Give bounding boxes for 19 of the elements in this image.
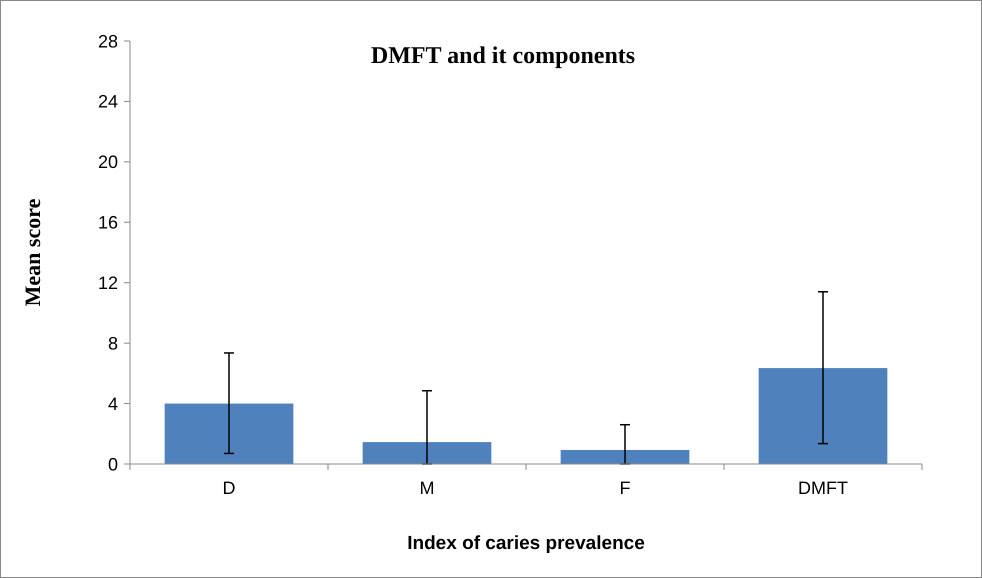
bar	[362, 442, 492, 464]
y-tick-label: 20	[98, 152, 118, 172]
y-tick-label: 24	[98, 92, 118, 112]
x-tick-label: D	[222, 478, 236, 498]
y-tick-label: 4	[108, 394, 118, 414]
y-tick-label: 28	[98, 31, 118, 52]
x-tick-label: F	[620, 478, 630, 498]
x-tick-label: DMFT	[798, 478, 848, 498]
bar	[758, 368, 888, 464]
y-tick-label: 16	[98, 212, 118, 233]
y-tick-label: 12	[98, 273, 118, 294]
bar	[164, 404, 294, 464]
x-axis-title: Index of caries prevalence	[407, 533, 645, 554]
y-tick-label: 0	[108, 454, 118, 474]
bar	[560, 450, 690, 464]
y-tick-label: 8	[108, 333, 118, 354]
y-axis-title: Mean score	[20, 198, 45, 306]
x-tick-label: M	[420, 478, 434, 498]
chart-title: DMFT and it components	[370, 43, 636, 69]
